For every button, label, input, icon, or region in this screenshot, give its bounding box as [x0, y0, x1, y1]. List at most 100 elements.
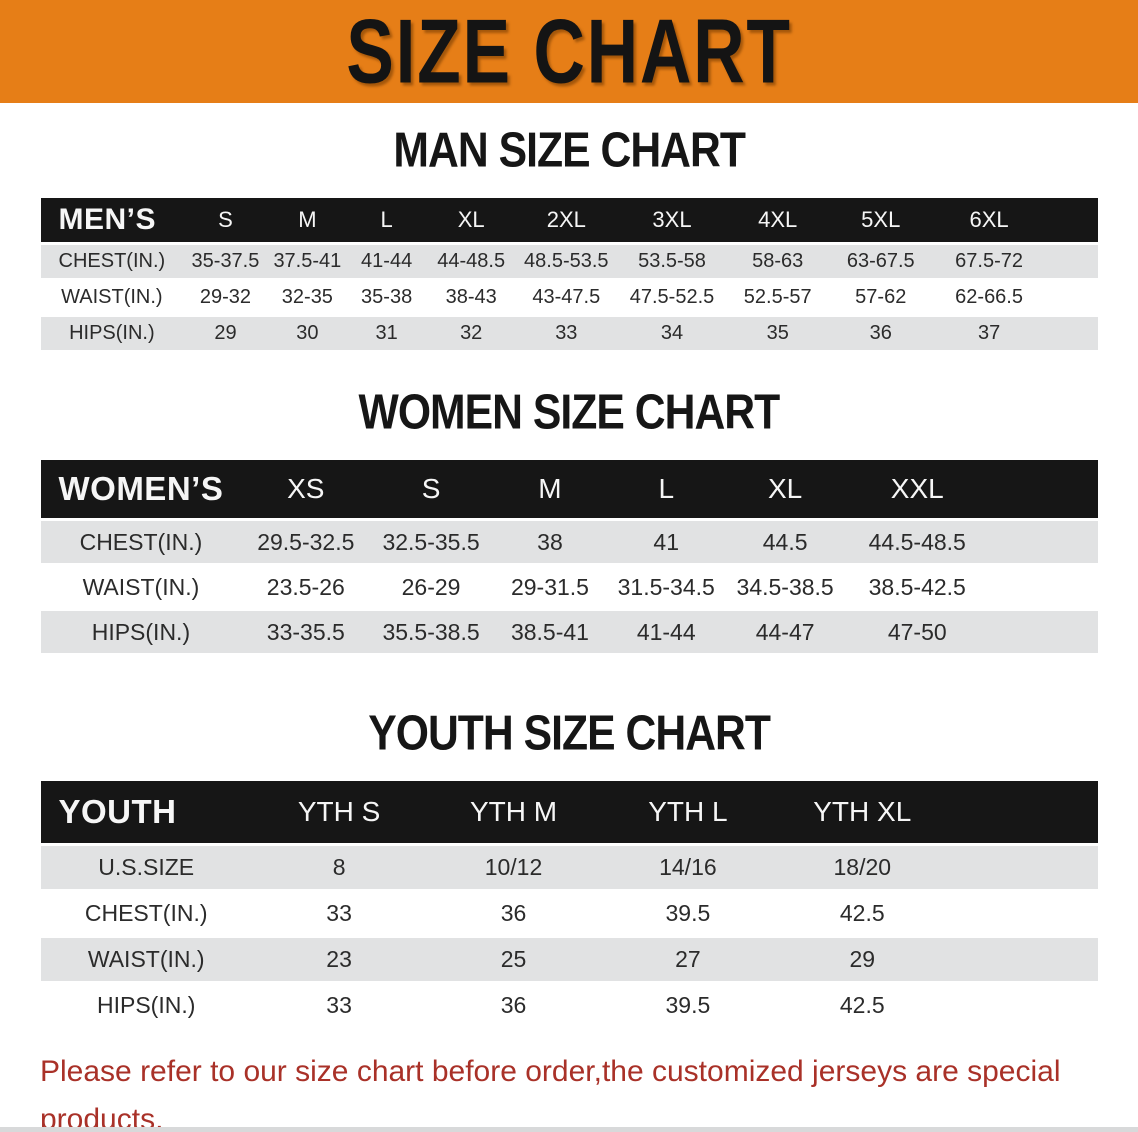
- header-pad-cell: [988, 460, 1098, 518]
- row-pad-cell: [988, 611, 1098, 653]
- measurement-row: WAIST(IN.) 29-32 32-35 35-38 38-43 43-47.5 47.…: [40, 281, 1098, 314]
- measurement-row: HIPS(IN.) 29 30 31 32 33 34 35 36 37: [40, 317, 1098, 350]
- measurement-row: CHEST(IN.) 35-37.5 37.5-41 41-44 44-48.5 48.5…: [40, 245, 1098, 278]
- header-pad-cell: [949, 781, 1098, 843]
- measurement-label: CHEST(IN.): [40, 521, 242, 563]
- measurement-value: 58-63: [727, 245, 828, 278]
- row-pad-cell: [1044, 281, 1098, 314]
- measurement-value: 33: [516, 317, 617, 350]
- measurement-value: 32: [426, 317, 517, 350]
- row-pad-cell: [949, 892, 1098, 935]
- size-column-header: YTH L: [600, 781, 776, 843]
- measurement-value: 38: [491, 521, 609, 563]
- measurement-label: WAIST(IN.): [40, 281, 184, 314]
- measurement-value: 34: [616, 317, 728, 350]
- measurement-label: HIPS(IN.): [40, 317, 184, 350]
- youth-size-table: YOUTH YTH S YTH M YTH L YTH XL U.S.SIZE 8 10/12…: [40, 778, 1098, 1030]
- size-column-header: YTH M: [426, 781, 601, 843]
- measurement-row: HIPS(IN.) 33 36 39.5 42.5: [40, 984, 1098, 1027]
- measurement-value: 47.5-52.5: [616, 281, 728, 314]
- row-pad-cell: [1044, 317, 1098, 350]
- men-section-heading: MAN SIZE CHART: [0, 123, 1138, 178]
- women-section-heading-text: WOMEN SIZE CHART: [358, 385, 781, 440]
- size-column-header: 3XL: [616, 198, 728, 242]
- measurement-value: 29: [183, 317, 268, 350]
- size-table-header-row: YOUTH YTH S YTH M YTH L YTH XL: [40, 781, 1098, 843]
- measurement-value: 52.5-57: [727, 281, 828, 314]
- youth-section-heading: YOUTH SIZE CHART: [0, 706, 1138, 761]
- size-column-header: 2XL: [516, 198, 617, 242]
- order-disclaimer-line1: Please refer to our size chart before or…: [40, 1055, 1061, 1132]
- measurement-value: 35-37.5: [183, 245, 268, 278]
- measurement-value: 29: [775, 938, 950, 981]
- row-pad-cell: [988, 566, 1098, 608]
- measurement-value: 23.5-26: [241, 566, 371, 608]
- size-column-header: XXL: [845, 460, 989, 518]
- measurement-row: WAIST(IN.) 23 25 27 29: [40, 938, 1098, 981]
- size-column-header: S: [183, 198, 268, 242]
- measurement-value: 14/16: [600, 846, 776, 889]
- men-size-table: MEN’S S M L XL 2XL 3XL 4XL 5XL 6XL CHEST(IN.) 35-37…: [40, 195, 1098, 353]
- measurement-value: 32-35: [267, 281, 347, 314]
- measurement-value: 23: [251, 938, 427, 981]
- measurement-value: 29-31.5: [491, 566, 609, 608]
- size-column-header: M: [491, 460, 609, 518]
- measurement-row: CHEST(IN.) 33 36 39.5 42.5: [40, 892, 1098, 935]
- measurement-value: 44-48.5: [426, 245, 517, 278]
- measurement-row: HIPS(IN.) 33-35.5 35.5-38.5 38.5-41 41-44 44-…: [40, 611, 1098, 653]
- measurement-value: 62-66.5: [933, 281, 1045, 314]
- header-pad-cell: [1044, 198, 1098, 242]
- size-column-header: 4XL: [727, 198, 828, 242]
- measurement-value: 44.5: [724, 521, 846, 563]
- measurement-label: WAIST(IN.): [40, 566, 242, 608]
- measurement-value: 42.5: [775, 984, 950, 1027]
- size-column-header: 6XL: [933, 198, 1045, 242]
- size-column-header: S: [370, 460, 492, 518]
- measurement-row: U.S.SIZE 8 10/12 14/16 18/20: [40, 846, 1098, 889]
- measurement-value: 36: [426, 984, 601, 1027]
- measurement-value: 41-44: [608, 611, 725, 653]
- row-pad-cell: [988, 521, 1098, 563]
- measurement-label: CHEST(IN.): [40, 892, 252, 935]
- bottom-divider: [0, 1127, 1138, 1132]
- measurement-row: CHEST(IN.) 29.5-32.5 32.5-35.5 38 41 44.5 44.5…: [40, 521, 1098, 563]
- measurement-value: 44.5-48.5: [845, 521, 989, 563]
- measurement-value: 37: [933, 317, 1045, 350]
- size-column-header: XL: [724, 460, 846, 518]
- measurement-value: 41-44: [347, 245, 427, 278]
- size-column-header: YTH S: [251, 781, 427, 843]
- measurement-value: 53.5-58: [616, 245, 728, 278]
- size-table-header-row: WOMEN’S XS S M L XL XXL: [40, 460, 1098, 518]
- measurement-value: 29.5-32.5: [241, 521, 371, 563]
- table-title-cell: YOUTH: [40, 781, 252, 843]
- men-section-heading-text: MAN SIZE CHART: [393, 123, 746, 178]
- measurement-value: 33-35.5: [241, 611, 371, 653]
- size-column-header: 5XL: [827, 198, 934, 242]
- row-pad-cell: [949, 938, 1098, 981]
- size-column-header: XS: [241, 460, 371, 518]
- measurement-value: 35.5-38.5: [370, 611, 492, 653]
- measurement-label: WAIST(IN.): [40, 938, 252, 981]
- row-pad-cell: [1044, 245, 1098, 278]
- measurement-value: 47-50: [845, 611, 989, 653]
- size-column-header: XL: [426, 198, 517, 242]
- measurement-value: 27: [600, 938, 776, 981]
- measurement-label: HIPS(IN.): [40, 984, 252, 1027]
- measurement-value: 39.5: [600, 892, 776, 935]
- measurement-value: 33: [251, 984, 427, 1027]
- measurement-value: 38-43: [426, 281, 517, 314]
- measurement-value: 67.5-72: [933, 245, 1045, 278]
- measurement-value: 35-38: [347, 281, 427, 314]
- measurement-value: 37.5-41: [267, 245, 347, 278]
- size-column-header: L: [608, 460, 725, 518]
- measurement-value: 33: [251, 892, 427, 935]
- size-table-header-row: MEN’S S M L XL 2XL 3XL 4XL 5XL 6XL: [40, 198, 1098, 242]
- measurement-value: 32.5-35.5: [370, 521, 492, 563]
- table-title-cell: WOMEN’S: [40, 460, 242, 518]
- youth-section-heading-text: YOUTH SIZE CHART: [368, 706, 771, 761]
- measurement-value: 57-62: [827, 281, 934, 314]
- measurement-value: 44-47: [724, 611, 846, 653]
- page-title: SIZE CHART: [346, 0, 792, 102]
- measurement-value: 18/20: [775, 846, 950, 889]
